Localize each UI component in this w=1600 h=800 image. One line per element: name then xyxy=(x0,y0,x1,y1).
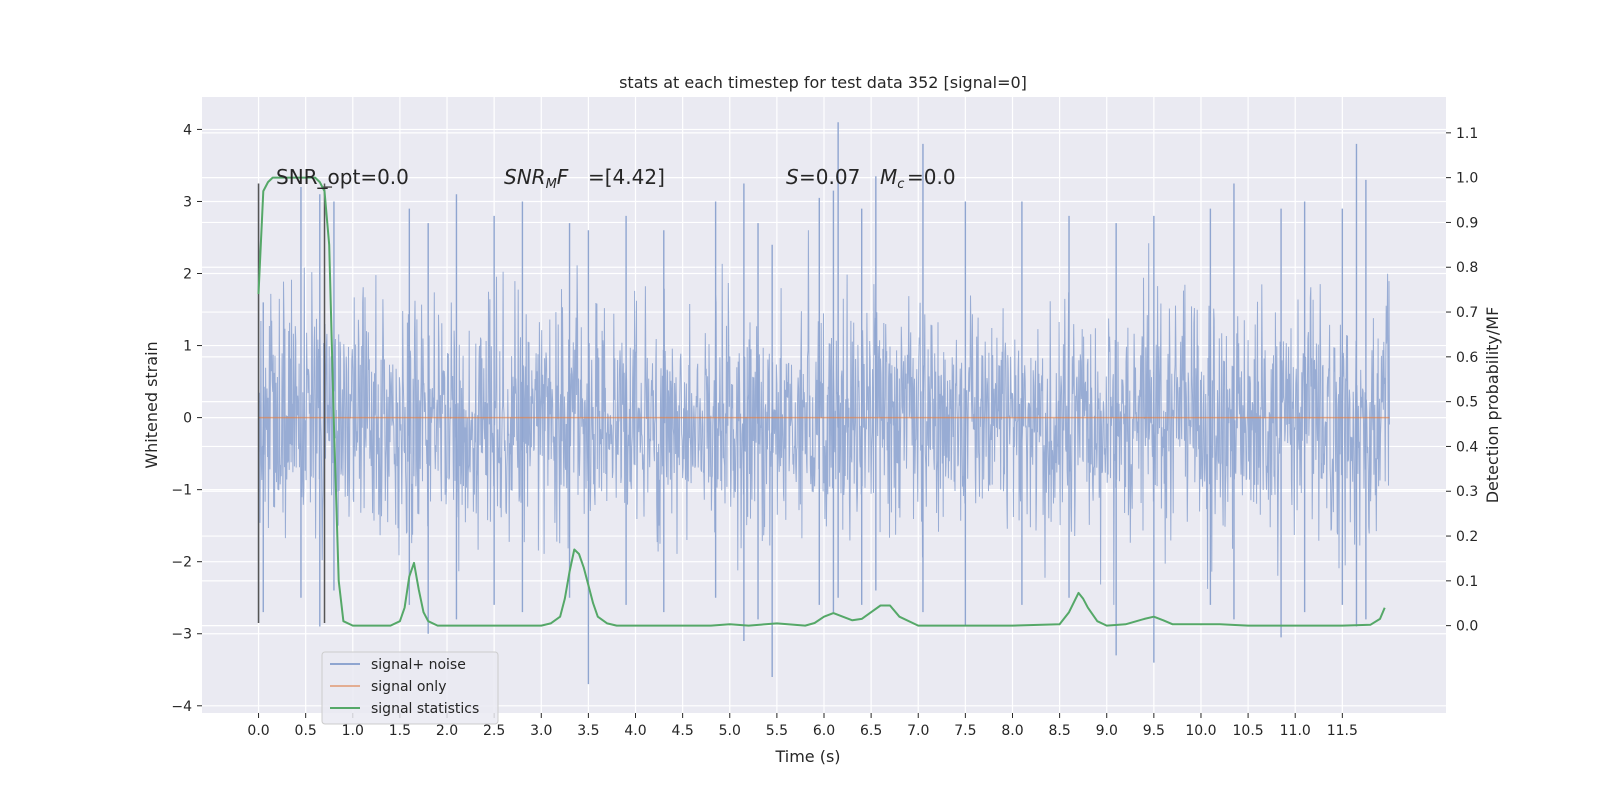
legend-label-noise: signal+ noise xyxy=(371,657,466,673)
y-tick-label: −4 xyxy=(171,699,192,715)
y-right-tick-label: 1.1 xyxy=(1456,126,1478,142)
annotation-snr-mf: SNRMF =[4.42] xyxy=(504,165,665,192)
axes: 0.0 0.5 1.0 1.5 2.0 2.5 3.0 3.5 4.0 4.5 5.0 5.5 6.0 6… xyxy=(171,122,1478,739)
y-right-tick-label: 1.0 xyxy=(1456,171,1478,187)
x-tick-label: 4.5 xyxy=(672,723,694,739)
annotation-s-symbol: S xyxy=(786,165,799,189)
x-tick-label: 5.5 xyxy=(766,723,788,739)
y-right-tick-label: 0.7 xyxy=(1456,305,1478,321)
x-tick-label: 4.0 xyxy=(624,723,646,739)
y-right-tick-label: 0.8 xyxy=(1456,260,1478,276)
x-tick-label: 8.5 xyxy=(1048,723,1070,739)
y-tick-label: 2 xyxy=(183,267,192,283)
y-right-tick-label: 0.0 xyxy=(1456,619,1478,635)
y-tick-label: 1 xyxy=(183,339,192,355)
statistics-series xyxy=(257,176,1386,627)
chart-title: stats at each timestep for test data 352… xyxy=(619,73,1027,92)
x-tick-label: 3.5 xyxy=(577,723,599,739)
noise-trace xyxy=(258,230,1390,605)
x-tick-label: 0.0 xyxy=(247,723,269,739)
x-axis-label: Time (s) xyxy=(774,747,840,766)
x-tick-label: 7.5 xyxy=(954,723,976,739)
x-tick-label: 0.5 xyxy=(295,723,317,739)
legend-label-signal-only: signal only xyxy=(371,679,446,695)
annotation-s: S =0.07 xyxy=(786,165,860,189)
annotation-mc-value: =0.0 xyxy=(907,165,956,189)
y-tick-label: 4 xyxy=(183,122,192,138)
annotation-snr-mf-value: =[4.42] xyxy=(588,165,665,189)
y-axis-right-label: Detection probability/MF xyxy=(1483,307,1502,504)
x-tick-label: 10.5 xyxy=(1233,723,1264,739)
x-tick-label: 10.0 xyxy=(1185,723,1216,739)
y-right-tick-label: 0.9 xyxy=(1456,215,1478,231)
y-tick-label: −3 xyxy=(171,627,192,643)
x-tick-label: 2.0 xyxy=(436,723,458,739)
x-tick-label: 1.0 xyxy=(342,723,364,739)
x-tick-label: 7.0 xyxy=(907,723,929,739)
y-tick-label: −2 xyxy=(171,555,192,571)
noise-series xyxy=(257,122,1390,685)
y-right-tick-label: 0.1 xyxy=(1456,574,1478,590)
annotation-s-value: =0.07 xyxy=(799,165,860,189)
x-tick-label: 11.5 xyxy=(1327,723,1358,739)
statistics-line xyxy=(257,176,1386,627)
y-tick-label: 3 xyxy=(183,194,192,210)
x-tick-label: 3.0 xyxy=(530,723,552,739)
x-tick-label: 9.0 xyxy=(1096,723,1118,739)
y-right-tick-label: 0.5 xyxy=(1456,395,1478,411)
x-tick-label: 6.0 xyxy=(813,723,835,739)
y-tick-label: 0 xyxy=(183,411,192,427)
y-right-tick-label: 0.4 xyxy=(1456,439,1478,455)
legend-box xyxy=(321,651,499,725)
x-tick-label: 6.5 xyxy=(860,723,882,739)
annotation-snr-opt: SNR_opt=0.0 xyxy=(276,165,409,189)
legend: signal+ noise signal only signal statist… xyxy=(321,651,499,725)
x-tick-label: 9.5 xyxy=(1143,723,1165,739)
x-tick-label: 2.5 xyxy=(483,723,505,739)
y-right-tick-label: 0.2 xyxy=(1456,529,1478,545)
annotation-snr-mf-symbol: SNRMF xyxy=(504,165,569,192)
y-right-tick-label: 0.6 xyxy=(1456,350,1478,366)
x-tick-label: 1.5 xyxy=(389,723,411,739)
x-tick-label: 11.0 xyxy=(1280,723,1311,739)
y-axis-label: Whitened strain xyxy=(142,341,161,468)
y-tick-label: −1 xyxy=(171,483,192,499)
y-right-tick-label: 0.3 xyxy=(1456,484,1478,500)
legend-label-statistics: signal statistics xyxy=(371,701,479,717)
x-tick-label: 5.0 xyxy=(719,723,741,739)
annotation-mc: Mc =0.0 xyxy=(880,165,956,192)
x-tick-label: 8.0 xyxy=(1001,723,1023,739)
marker-lines xyxy=(257,183,333,623)
